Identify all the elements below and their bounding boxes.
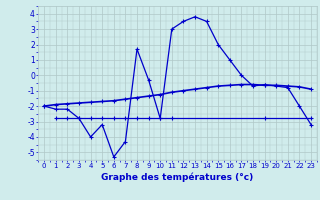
X-axis label: Graphe des températures (°c): Graphe des températures (°c) xyxy=(101,172,254,182)
